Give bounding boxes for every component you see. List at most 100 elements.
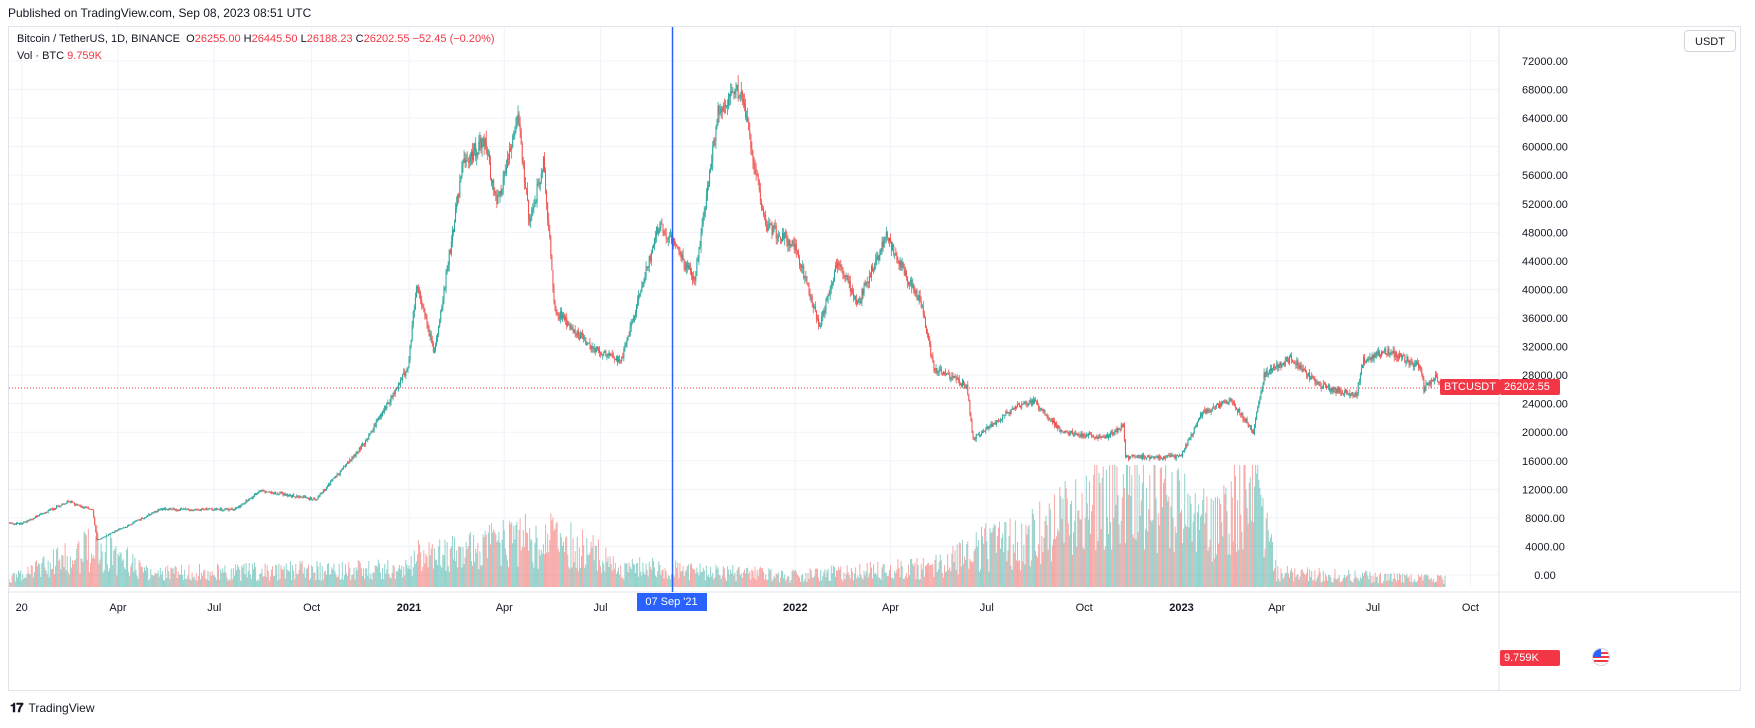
symbol-title[interactable]: Bitcoin / TetherUS, 1D, BINANCE	[17, 33, 181, 45]
volume-bar	[83, 531, 85, 587]
candle-body	[1112, 432, 1114, 436]
candle-body	[738, 96, 740, 98]
candle-body	[1353, 396, 1355, 398]
volume-bar	[1140, 500, 1142, 587]
volume-bar	[1088, 481, 1090, 587]
price-chart[interactable]: 0.004000.008000.0012000.0016000.0020000.…	[9, 27, 1740, 690]
volume-bar	[1186, 526, 1188, 587]
volume-bar	[1070, 500, 1072, 587]
candle-body	[1100, 437, 1102, 438]
volume-bar	[62, 555, 64, 587]
volume-bar	[111, 538, 113, 587]
volume-bar	[1226, 511, 1228, 587]
candle-body	[1321, 388, 1323, 389]
volume-bar	[910, 559, 912, 587]
volume-bar	[1343, 574, 1345, 587]
candle-body	[473, 150, 475, 161]
candle-body	[1222, 400, 1224, 403]
candle-body	[915, 290, 917, 293]
volume-bar	[352, 574, 354, 587]
volume-bar	[487, 532, 489, 587]
candle-body	[1333, 387, 1335, 390]
candle-body	[517, 114, 519, 117]
volume-bar	[129, 576, 131, 587]
candle-body	[1010, 409, 1012, 414]
volume-bar	[337, 576, 339, 587]
volume-bar	[1106, 516, 1108, 587]
candle-body	[123, 527, 125, 529]
candle-body	[1181, 455, 1183, 457]
volume-bar	[758, 568, 760, 587]
volume-bar	[26, 573, 28, 587]
candle-body	[320, 493, 322, 495]
candle-body	[454, 222, 456, 232]
volume-bar	[1374, 572, 1376, 587]
volume-bar	[156, 573, 158, 587]
volume-bar	[498, 531, 500, 587]
volume-bar	[120, 553, 122, 587]
currency-button[interactable]: USDT	[1684, 30, 1736, 52]
volume-bar	[994, 525, 996, 587]
candle-body	[1151, 456, 1153, 458]
candle-body	[441, 307, 443, 311]
volume-bar	[133, 572, 135, 587]
candle-body	[1286, 357, 1288, 362]
volume-bar	[1440, 575, 1442, 587]
volume-bar	[185, 578, 187, 587]
candle-body	[525, 188, 527, 190]
candle-body	[23, 522, 25, 523]
volume-bar	[1314, 570, 1316, 587]
candle-body	[1008, 412, 1010, 414]
candle-body	[918, 295, 920, 300]
volume-bar	[590, 541, 592, 587]
volume-bar	[1442, 579, 1444, 587]
us-flag-icon[interactable]	[1592, 648, 1610, 666]
candle-body	[923, 314, 925, 317]
low-label: L	[300, 33, 307, 45]
candle-body	[1230, 399, 1232, 402]
volume-bar	[54, 574, 56, 587]
volume-bar	[555, 523, 557, 587]
volume-bar	[1109, 465, 1111, 587]
footer-brand[interactable]: 𝟏𝟕 TradingView	[10, 700, 95, 716]
volume-bar	[333, 563, 335, 587]
volume-bar	[429, 555, 431, 587]
volume-bar	[438, 546, 440, 587]
candle-body	[961, 380, 963, 387]
volume-bar	[886, 576, 888, 587]
volume-label[interactable]: Vol · BTC	[17, 50, 65, 62]
volume-bar	[1091, 511, 1093, 587]
volume-bar	[1358, 580, 1360, 587]
candle-body	[1337, 388, 1339, 393]
volume-bar	[270, 569, 272, 587]
candle-body	[1315, 381, 1317, 384]
volume-bar	[86, 559, 88, 587]
candle-body	[664, 233, 666, 235]
volume-bar	[288, 571, 290, 587]
volume-bar	[505, 554, 507, 587]
candle-body	[828, 294, 830, 296]
volume-bar	[151, 575, 153, 587]
volume-bar	[432, 568, 434, 587]
volume-bar	[848, 575, 850, 587]
candle-body	[335, 476, 337, 478]
volume-bar	[238, 566, 240, 587]
volume-bar	[1159, 468, 1161, 587]
candle-body	[1233, 402, 1235, 407]
volume-bar	[1359, 576, 1361, 587]
volume-value-badge: 9.759K	[1500, 650, 1560, 666]
volume-bar	[89, 563, 91, 587]
volume-bar	[1132, 534, 1134, 587]
candle-body	[222, 510, 224, 512]
volume-bar	[246, 577, 248, 587]
volume-bar	[98, 563, 100, 587]
volume-bar	[1129, 466, 1131, 587]
volume-bar	[360, 568, 362, 587]
candle-body	[1130, 456, 1132, 458]
candle-body	[606, 354, 608, 356]
volume-bar	[196, 580, 198, 587]
volume-bar	[172, 567, 174, 587]
candle-body	[829, 289, 831, 296]
volume-bar	[386, 569, 388, 587]
candle-body	[1072, 431, 1074, 434]
